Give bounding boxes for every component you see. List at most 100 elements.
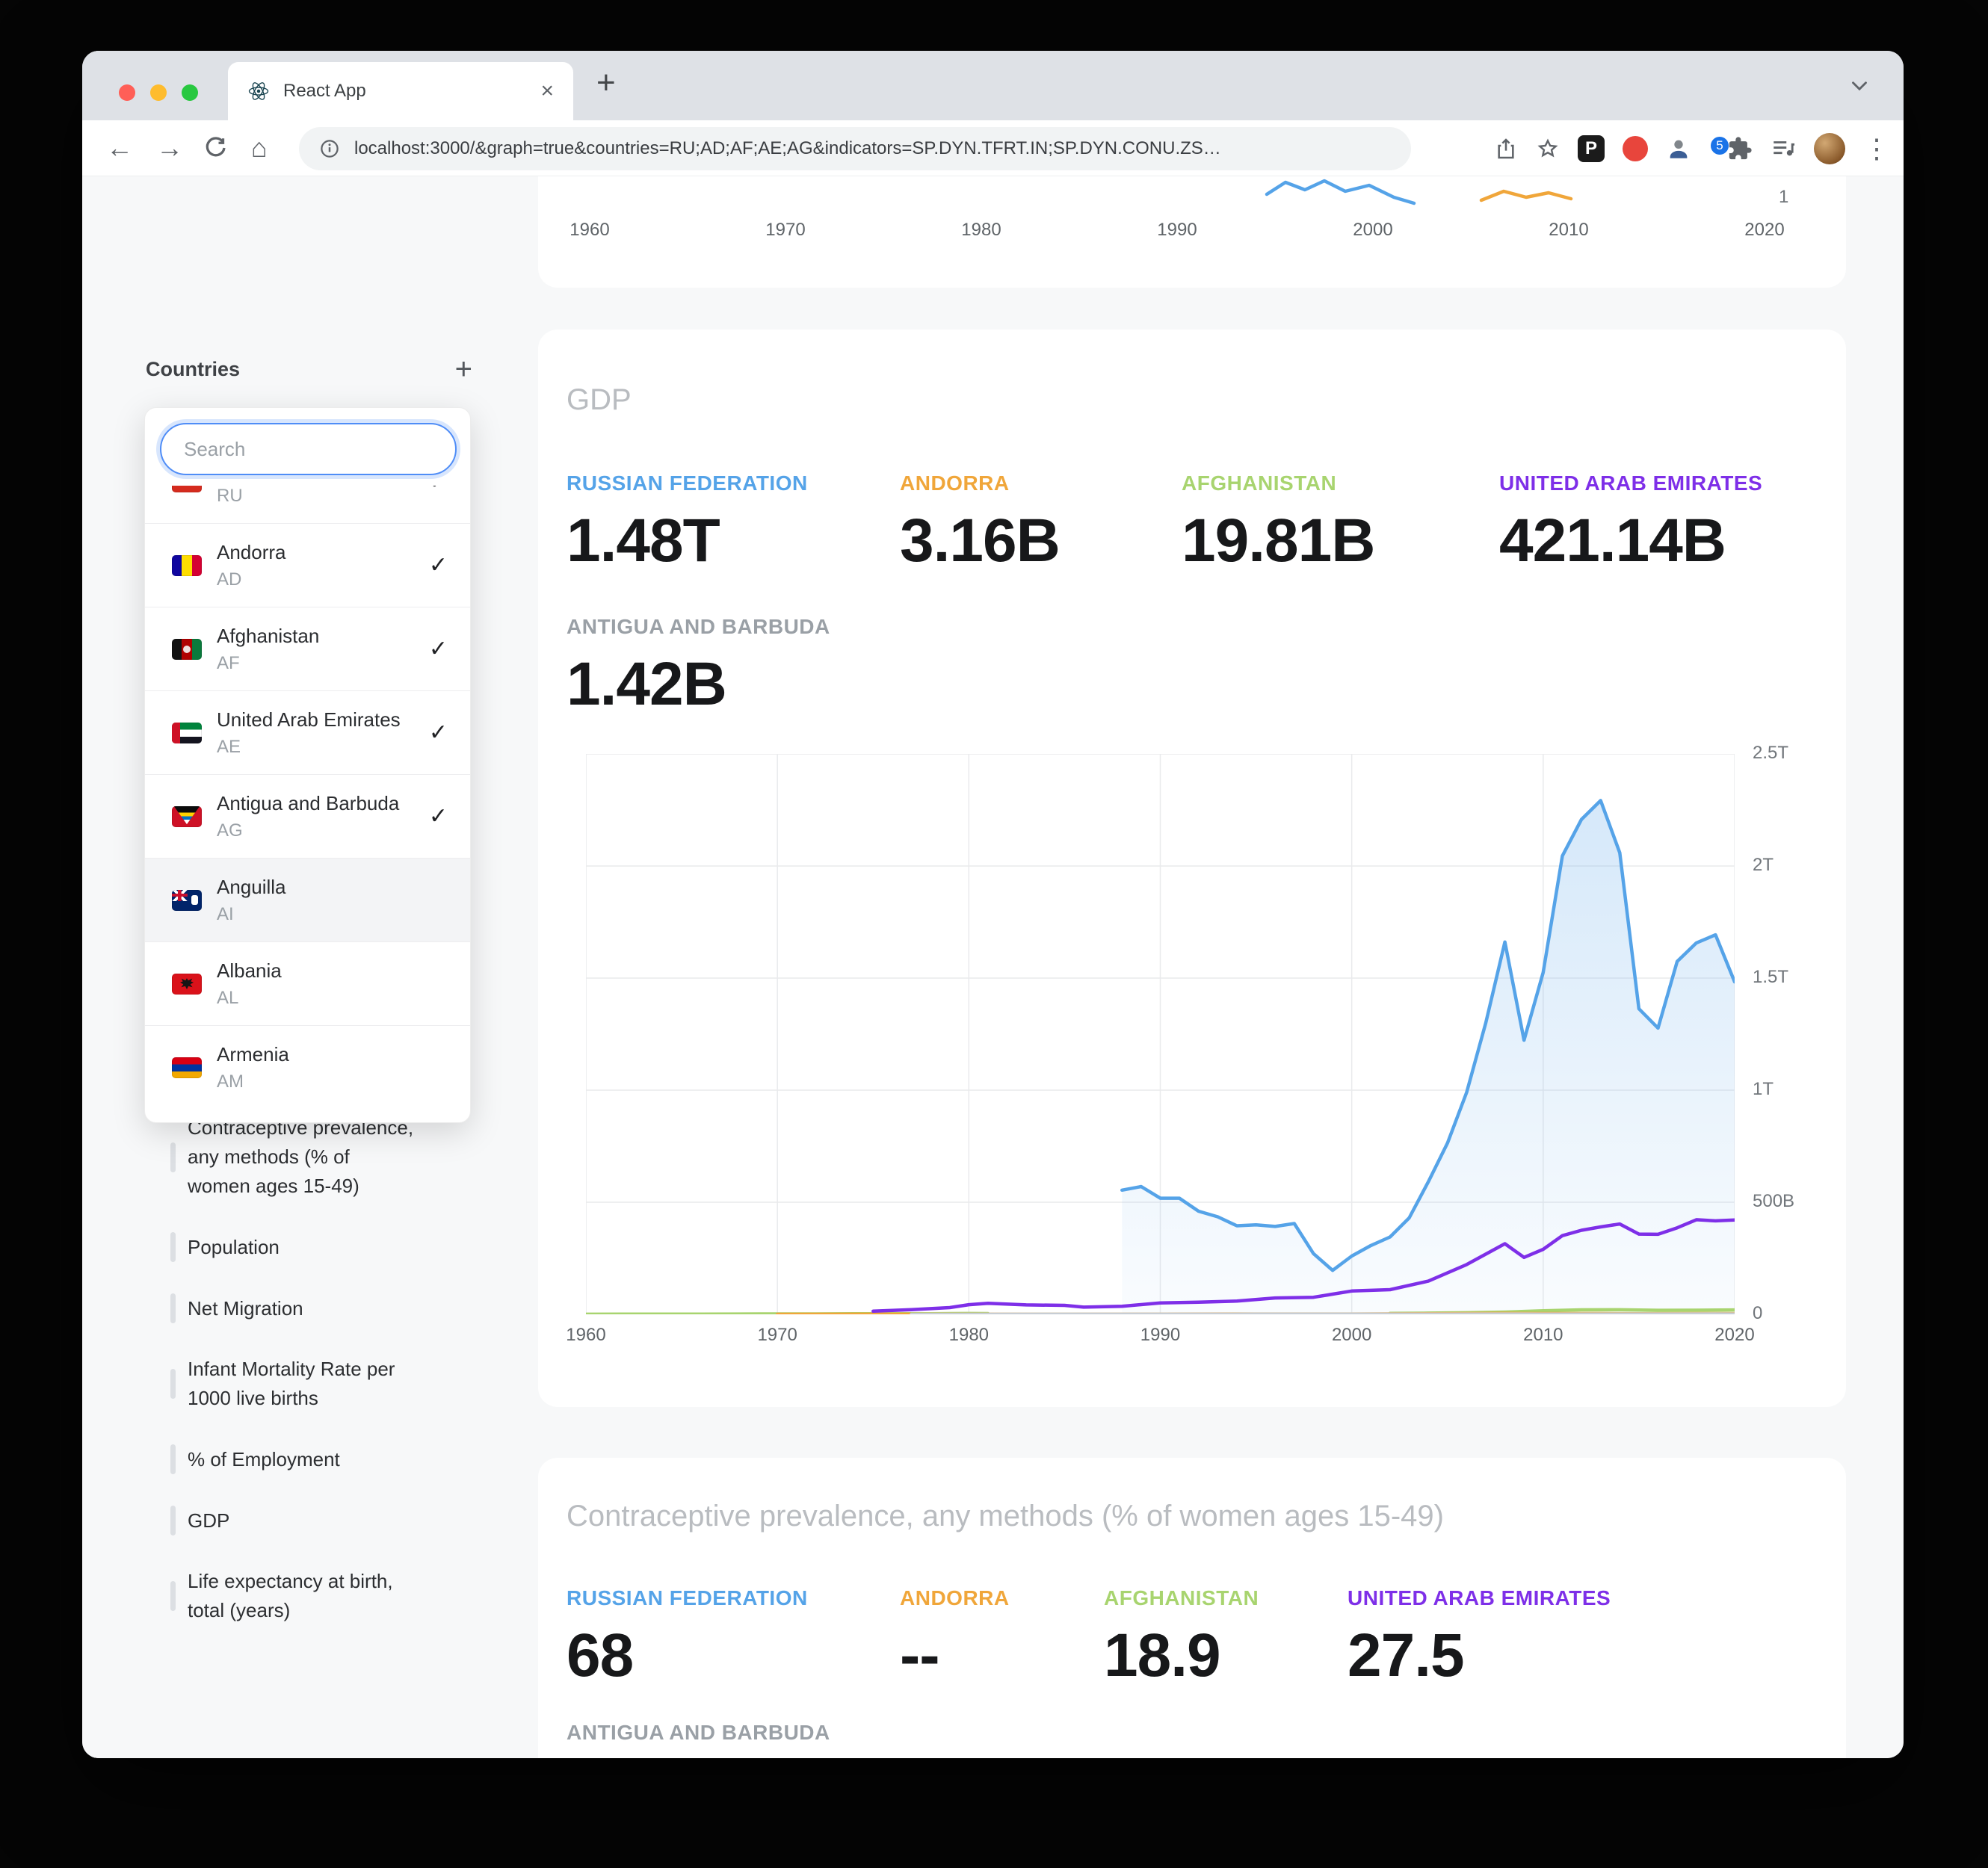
stat-block: AFGHANISTAN 18.9	[1104, 1586, 1259, 1691]
stat-value: --	[900, 1621, 940, 1689]
extension-p-icon[interactable]: P	[1578, 134, 1605, 162]
indicator-handle	[170, 1142, 176, 1172]
country-code: AL	[217, 987, 239, 1008]
share-icon[interactable]	[1494, 137, 1518, 161]
flag-am-icon	[172, 1057, 202, 1078]
search-input[interactable]	[160, 423, 457, 475]
y-axis-tick: 500B	[1753, 1191, 1795, 1211]
indicator-handle	[170, 1581, 176, 1611]
tab-react-app[interactable]: React App ×	[228, 62, 573, 120]
add-country-button[interactable]: +	[454, 353, 472, 386]
country-name: United Arab Emirates	[217, 708, 401, 731]
country-option-ae[interactable]: United Arab Emirates AE ✓	[145, 691, 470, 775]
stat-block: ANDORRA 3.16B	[900, 471, 1061, 576]
stat-value: 27.5	[1348, 1621, 1465, 1689]
indicator-label: GDP	[188, 1509, 230, 1532]
countries-header: Countries +	[146, 353, 472, 386]
x-axis-tick: 2010	[1549, 220, 1589, 240]
chevron-down-icon[interactable]	[1847, 73, 1872, 99]
flag-af-icon	[172, 638, 202, 660]
stat-block: ANDORRA --	[900, 1586, 1010, 1691]
stat-value: 3.16B	[900, 507, 1061, 575]
country-list: Russian FederationRU✓AndorraAD✓Afghanist…	[145, 486, 470, 1124]
country-dropdown: Russian FederationRU✓AndorraAD✓Afghanist…	[144, 407, 471, 1123]
stat-block: UNITED ARAB EMIRATES 27.5	[1348, 1586, 1611, 1691]
indicator-item-1[interactable]: Population	[170, 1232, 429, 1262]
indicator-label: Net Migration	[188, 1296, 303, 1320]
tab-close-icon[interactable]: ×	[540, 78, 554, 103]
reload-button[interactable]	[202, 134, 229, 161]
back-button[interactable]: ←	[106, 132, 133, 163]
check-icon: ✓	[429, 486, 448, 495]
x-axis-tick: 2010	[1523, 1325, 1563, 1345]
x-axis-tick: 1990	[1157, 220, 1197, 240]
stat-country-label: RUSSIAN FEDERATION	[567, 1586, 808, 1609]
browser-window: React App × + ← → ⌂ localhost:3000/&grap…	[82, 51, 1904, 1758]
home-button[interactable]: ⌂	[251, 132, 268, 163]
country-name: Albania	[217, 959, 282, 982]
indicator-item-4[interactable]: % of Employment	[170, 1444, 429, 1474]
stat-value: 18.9	[1104, 1621, 1221, 1689]
page-content: 1960 1970 1980 1990 2000 2010 2020 1 GDP RUSSI…	[82, 176, 1904, 1758]
x-axis-tick: 1980	[948, 1325, 990, 1345]
country-name: Armenia	[217, 1043, 289, 1066]
indicator-label: Life expectancy at birth, total (years)	[188, 1570, 393, 1621]
flag-al-icon	[172, 973, 202, 995]
x-axis-tick: 1990	[1140, 1325, 1181, 1345]
zoom-window-button[interactable]	[182, 84, 198, 101]
profile-avatar[interactable]	[1814, 132, 1845, 164]
stat-country-label: UNITED ARAB EMIRATES	[1348, 1586, 1611, 1609]
minimize-window-button[interactable]	[150, 84, 167, 101]
indicator-item-5[interactable]: GDP	[170, 1506, 429, 1535]
y-axis-tick: 2T	[1753, 855, 1774, 875]
new-tab-button[interactable]: +	[596, 64, 616, 101]
reading-list-icon[interactable]	[1771, 136, 1796, 161]
country-code: AM	[217, 1071, 244, 1092]
gdp-chart-plot[interactable]	[586, 754, 1735, 1314]
indicator-handle	[170, 1232, 176, 1262]
x-axis-tick: 2020	[1744, 220, 1785, 240]
url-text[interactable]: localhost:3000/&graph=true&countries=RU;…	[354, 138, 1221, 158]
stat-country-label: ANTIGUA AND BARBUDA	[567, 615, 830, 638]
stat-value: 421.14B	[1499, 507, 1726, 575]
forward-button[interactable]: →	[156, 132, 183, 163]
x-axis-tick: 1980	[961, 220, 1001, 240]
check-icon: ✓	[428, 804, 448, 829]
stat-country-label: RUSSIAN FEDERATION	[567, 471, 808, 495]
extensions-puzzle-icon[interactable]	[1727, 136, 1753, 161]
flag-ae-icon	[172, 722, 202, 743]
indicator-item-3[interactable]: Infant Mortality Rate per 1000 live birt…	[170, 1355, 429, 1413]
y-axis-tick: 0	[1753, 1303, 1763, 1323]
stat-country-label: AFGHANISTAN	[1104, 1586, 1259, 1609]
indicator-item-0[interactable]: Contraceptive prevalence, any methods (%…	[170, 1113, 429, 1201]
country-option-ad[interactable]: Andorra AD ✓	[145, 524, 470, 607]
info-icon[interactable]	[318, 137, 341, 160]
extension-red-icon[interactable]	[1623, 135, 1648, 161]
stat-block: RUSSIAN FEDERATION 68	[567, 1586, 808, 1691]
bookmark-star-icon[interactable]	[1536, 137, 1560, 161]
extension-profile-icon[interactable]	[1666, 136, 1691, 161]
x-axis-tick: 1970	[765, 220, 806, 240]
tab-title: React App	[283, 81, 366, 101]
flag-ru-icon	[172, 486, 202, 492]
indicator-handle	[170, 1369, 176, 1399]
top-chart-y-tick: 1	[1779, 187, 1789, 207]
browser-toolbar: ← → ⌂ localhost:3000/&graph=true&countri…	[82, 120, 1904, 176]
stat-value: 19.81B	[1182, 507, 1375, 575]
country-option-ag[interactable]: Antigua and Barbuda AG ✓	[145, 775, 470, 859]
flag-ad-icon	[172, 554, 202, 576]
browser-menu-icon[interactable]: ⋮	[1863, 132, 1890, 164]
country-option-ru[interactable]: Russian FederationRU✓	[145, 486, 470, 524]
stat-value: 68	[567, 1621, 634, 1689]
indicator-handle	[170, 1293, 176, 1323]
country-option-af[interactable]: Afghanistan AF ✓	[145, 607, 470, 691]
indicator-item-6[interactable]: Life expectancy at birth, total (years)	[170, 1567, 429, 1625]
address-bar[interactable]: localhost:3000/&graph=true&countries=RU;…	[299, 127, 1411, 170]
close-window-button[interactable]	[119, 84, 135, 101]
x-axis-tick: 1970	[757, 1325, 797, 1345]
country-option-al[interactable]: Albania AL	[145, 942, 470, 1026]
indicator-item-2[interactable]: Net Migration	[170, 1293, 429, 1323]
stat-block: AFGHANISTAN 19.81B	[1182, 471, 1375, 576]
country-option-am[interactable]: Armenia AM	[145, 1026, 470, 1110]
country-option-ai[interactable]: Anguilla AI	[145, 859, 470, 942]
